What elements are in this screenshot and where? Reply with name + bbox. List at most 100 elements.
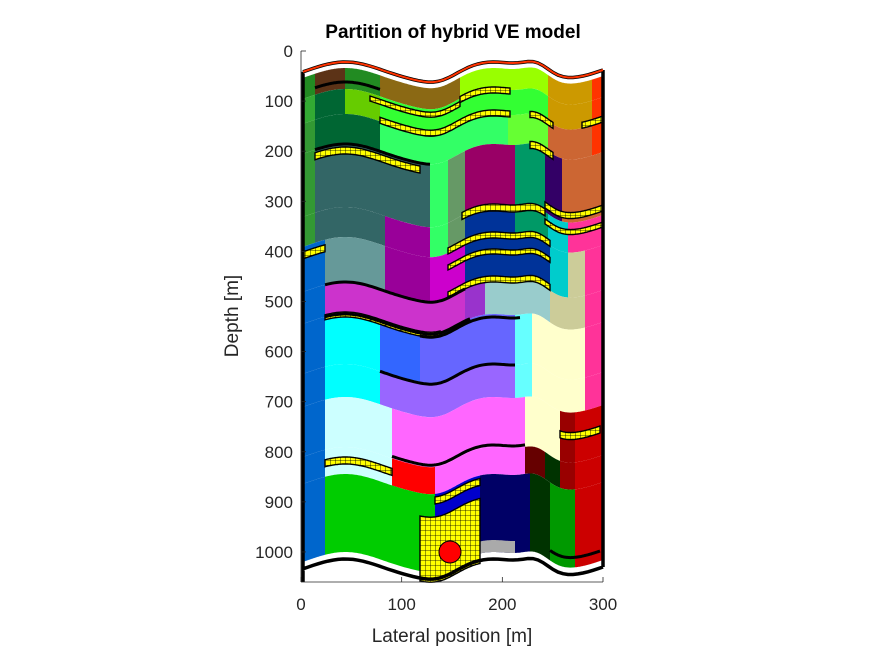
coarse-block [392, 458, 435, 495]
coarse-block [380, 321, 420, 383]
horizon-line [314, 142, 431, 166]
coarse-block [592, 122, 603, 156]
x-tick-label: 0 [296, 595, 305, 614]
coarse-block [420, 314, 515, 385]
y-tick-label: 300 [265, 192, 293, 211]
coarse-block [560, 460, 575, 490]
fine-scale-band [447, 230, 551, 256]
coarse-block [550, 290, 585, 330]
y-tick-label: 100 [265, 92, 293, 111]
fine-scale-band [434, 477, 481, 505]
fine-scale-band [529, 110, 554, 130]
coarse-block [303, 316, 325, 374]
coarse-block [585, 290, 603, 328]
x-axis-label: Lateral position [m] [372, 626, 533, 647]
y-axis-label: Depth [m] [222, 275, 243, 357]
coarse-block [575, 482, 603, 568]
horizon-line [549, 549, 601, 560]
fine-scale-band [419, 497, 481, 583]
coarse-block [303, 284, 325, 324]
y-tick-label: 1000 [255, 543, 293, 562]
coarse-block [585, 322, 603, 378]
coarse-block [545, 148, 562, 222]
coarse-block [303, 449, 325, 484]
coarse-block [430, 222, 448, 258]
coarse-block [303, 94, 315, 124]
coarse-block [525, 396, 560, 461]
horizon-line [314, 80, 381, 91]
coarse-block [303, 73, 315, 99]
coarse-block [303, 476, 325, 562]
well-marker [438, 540, 462, 564]
y-tick-label: 900 [265, 493, 293, 512]
coarse-block [548, 121, 592, 160]
coarse-block [460, 67, 548, 99]
coarse-block [568, 250, 585, 298]
coarse-block [585, 245, 603, 296]
coarse-block [325, 282, 465, 335]
coarse-block [515, 363, 532, 398]
horizon-line [391, 443, 526, 467]
y-tick-label: 400 [265, 242, 293, 261]
fine-scale-band [559, 425, 601, 441]
x-tick-label: 200 [488, 595, 516, 614]
coarse-block [478, 540, 515, 554]
coarse-block [380, 364, 515, 418]
fine-scale-band [302, 243, 326, 260]
x-tick-label: 100 [387, 595, 415, 614]
coarse-block [345, 68, 380, 97]
coarse-block [532, 313, 585, 380]
coarse-block [385, 216, 430, 258]
coarse-block [303, 149, 315, 217]
coarse-blocks [303, 67, 603, 573]
y-tick-label: 700 [265, 393, 293, 412]
coarse-block [465, 144, 515, 214]
horizon-line [324, 280, 466, 304]
horizon-line [419, 315, 521, 339]
coarse-block [325, 364, 380, 405]
coarse-block [315, 114, 380, 152]
coarse-block [485, 281, 550, 323]
axes-area [301, 59, 605, 583]
x-tick-label: 300 [589, 595, 617, 614]
coarse-block [532, 363, 585, 413]
coarse-block [448, 150, 465, 223]
y-axis: 0 100 200 300 400 500 600 700 800 900 1000 Depth [… [222, 42, 306, 582]
coarse-block [303, 119, 315, 154]
coarse-block [530, 473, 550, 561]
coarse-block [585, 372, 603, 411]
horizon-line [324, 312, 471, 336]
x-axis: 0 100 200 300 Lateral position [m] [296, 577, 617, 647]
coarse-block [315, 68, 345, 95]
fine-scale-band [529, 140, 554, 161]
coarse-block [303, 366, 325, 407]
coarse-block [480, 473, 530, 554]
coarse-block [575, 455, 603, 490]
coarse-block [525, 446, 545, 479]
y-tick-label: 600 [265, 343, 293, 362]
coarse-block [545, 451, 560, 488]
coarse-block [325, 474, 420, 571]
coarse-block [385, 246, 430, 303]
y-tick-label: 0 [284, 42, 293, 61]
fine-scale-band [461, 202, 546, 221]
coarse-block [315, 207, 385, 246]
coarse-block [325, 314, 380, 372]
y-tick-label: 800 [265, 443, 293, 462]
horizon-lines [314, 80, 601, 560]
coarse-block [592, 76, 603, 101]
coarse-block [303, 212, 315, 247]
coarse-block [515, 313, 532, 365]
coarse-block [325, 237, 385, 291]
coarse-block [550, 245, 568, 298]
coarse-block [508, 113, 548, 151]
fine-scale-band [369, 95, 461, 118]
fine-scale-band [447, 274, 551, 300]
coarse-block [515, 143, 545, 212]
coarse-block [315, 89, 345, 120]
coarse-block [548, 96, 592, 130]
coarse-block [562, 152, 603, 223]
fine-scale-bands [302, 86, 604, 583]
coarse-block [325, 397, 392, 459]
